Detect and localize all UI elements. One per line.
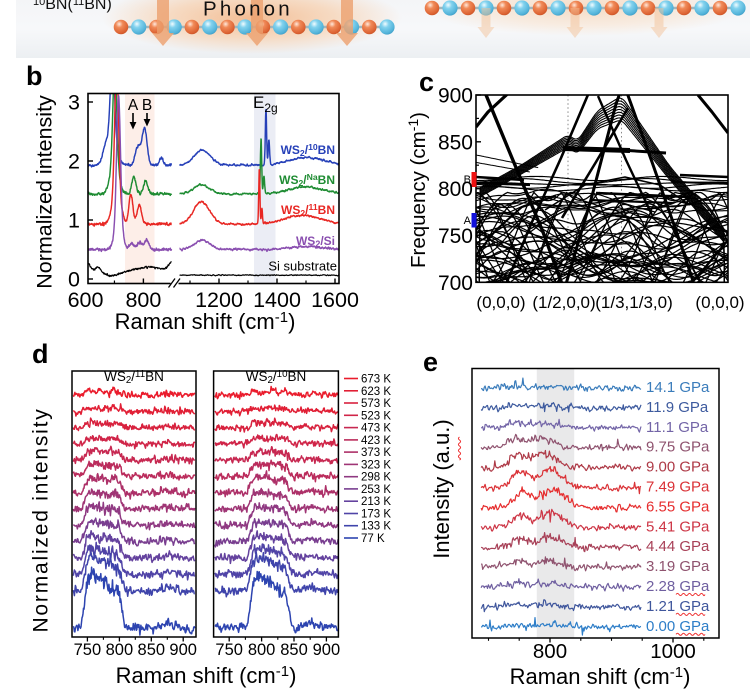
svg-text:14.1 GPa: 14.1 GPa xyxy=(646,379,710,396)
svg-text:10BN(11BN): 10BN(11BN) xyxy=(33,0,112,13)
svg-text:1.21 GPa: 1.21 GPa xyxy=(646,598,710,615)
svg-text:B: B xyxy=(464,174,471,186)
svg-text:Intensity (a.u.): Intensity (a.u.) xyxy=(429,419,454,558)
svg-text:673 K: 673 K xyxy=(361,374,391,386)
svg-text:e: e xyxy=(423,347,438,377)
svg-text:623 K: 623 K xyxy=(361,386,391,398)
svg-text:800: 800 xyxy=(533,640,567,663)
svg-text:d: d xyxy=(32,339,49,369)
svg-text:9.75 GPa: 9.75 GPa xyxy=(646,439,710,456)
svg-text:2.28 GPa: 2.28 GPa xyxy=(646,578,710,595)
svg-text:3: 3 xyxy=(68,91,80,115)
svg-text:6.55 GPa: 6.55 GPa xyxy=(646,498,710,515)
svg-text:373 K: 373 K xyxy=(361,447,391,459)
svg-text:b: b xyxy=(26,61,43,91)
svg-text:Si substrate: Si substrate xyxy=(268,259,337,274)
svg-text:850: 850 xyxy=(138,641,166,659)
svg-text:750: 750 xyxy=(215,641,243,659)
svg-text:1000: 1000 xyxy=(650,640,696,663)
svg-text:1: 1 xyxy=(68,209,80,233)
svg-text:213 K: 213 K xyxy=(361,496,391,508)
svg-text:750: 750 xyxy=(74,641,102,659)
svg-text:900: 900 xyxy=(313,641,341,659)
svg-text:Raman shift (cm-1): Raman shift (cm-1) xyxy=(115,309,296,334)
svg-text:900: 900 xyxy=(438,85,473,108)
svg-text:9.00 GPa: 9.00 GPa xyxy=(646,459,710,476)
svg-text:WS2/10BN: WS2/10BN xyxy=(246,369,307,386)
svg-text:800: 800 xyxy=(438,178,473,201)
svg-text:800: 800 xyxy=(106,641,134,659)
svg-text:Normalized intensity: Normalized intensity xyxy=(30,407,53,632)
svg-text:WS2/NaBN: WS2/NaBN xyxy=(279,172,335,188)
svg-text:253 K: 253 K xyxy=(361,484,391,496)
svg-text:3.19 GPa: 3.19 GPa xyxy=(646,558,710,575)
svg-text:800: 800 xyxy=(248,641,276,659)
svg-text:173 K: 173 K xyxy=(361,509,391,521)
svg-text:c: c xyxy=(419,67,434,97)
svg-text:WS2/11BN: WS2/11BN xyxy=(104,369,164,386)
svg-text:A: A xyxy=(128,97,139,114)
svg-text:2: 2 xyxy=(68,150,80,174)
svg-text:0.00 GPa: 0.00 GPa xyxy=(646,618,710,635)
svg-text:Frequency (cm-1): Frequency (cm-1) xyxy=(405,112,430,268)
svg-text:Raman shift (cm-1): Raman shift (cm-1) xyxy=(510,664,691,689)
svg-text:323 K: 323 K xyxy=(361,459,391,471)
svg-text:298 K: 298 K xyxy=(361,472,391,484)
svg-text:133 K: 133 K xyxy=(361,521,391,533)
svg-text:A: A xyxy=(464,215,472,227)
svg-text:Raman shift (cm-1): Raman shift (cm-1) xyxy=(116,663,297,688)
svg-text:473 K: 473 K xyxy=(361,423,391,435)
svg-text:77 K: 77 K xyxy=(361,533,385,545)
svg-text:7.49 GPa: 7.49 GPa xyxy=(646,479,710,496)
svg-text:11.1 GPa: 11.1 GPa xyxy=(646,419,709,436)
svg-text:900: 900 xyxy=(169,641,197,659)
svg-text:WS2/11BN: WS2/11BN xyxy=(281,202,335,218)
svg-text:600: 600 xyxy=(68,288,104,312)
svg-text:(0,0,0): (0,0,0) xyxy=(695,293,744,312)
svg-text:WS2/Si: WS2/Si xyxy=(296,234,335,249)
svg-text:B: B xyxy=(142,97,152,114)
svg-text:4.44 GPa: 4.44 GPa xyxy=(646,538,710,555)
svg-text:(1/2,0,0): (1/2,0,0) xyxy=(532,293,595,312)
svg-text:850: 850 xyxy=(438,131,473,154)
svg-text:0: 0 xyxy=(68,268,80,292)
svg-text:750: 750 xyxy=(438,225,473,248)
svg-text:573 K: 573 K xyxy=(361,398,391,410)
svg-text:800: 800 xyxy=(125,288,161,312)
svg-text:1400: 1400 xyxy=(253,288,301,312)
svg-text:1200: 1200 xyxy=(195,288,243,312)
svg-text:Normalized intensity: Normalized intensity xyxy=(33,95,57,289)
svg-text:1600: 1600 xyxy=(311,288,359,312)
svg-text:523 K: 523 K xyxy=(361,410,391,422)
svg-text:WS2/10BN: WS2/10BN xyxy=(281,142,335,158)
svg-text:5.41 GPa: 5.41 GPa xyxy=(646,518,710,535)
svg-text:(1/3,1/3,0): (1/3,1/3,0) xyxy=(595,293,673,312)
svg-text:423 K: 423 K xyxy=(361,435,391,447)
svg-text:(0,0,0): (0,0,0) xyxy=(476,293,525,312)
svg-text:700: 700 xyxy=(438,272,473,295)
svg-text:850: 850 xyxy=(280,641,308,659)
svg-text:11.9 GPa: 11.9 GPa xyxy=(646,399,709,416)
svg-text:Phonon: Phonon xyxy=(203,0,293,21)
